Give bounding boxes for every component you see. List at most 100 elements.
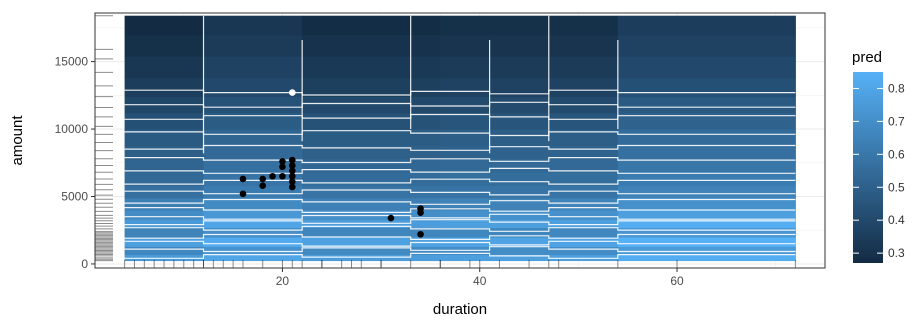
- surface-tile: [203, 158, 303, 173]
- surface-tile: [440, 172, 619, 187]
- contour-line: [124, 213, 796, 220]
- y-tick-label: 10000: [55, 122, 89, 136]
- contour-line: [124, 207, 796, 213]
- contour-line: [124, 157, 796, 164]
- surface-tile: [302, 227, 441, 238]
- data-point: [239, 175, 247, 183]
- surface-tile: [440, 56, 619, 79]
- surface-tile: [203, 227, 303, 238]
- surface-tile: [124, 158, 205, 173]
- surface-tile: [203, 209, 303, 220]
- contour-line: [124, 219, 796, 226]
- surface-tile: [203, 197, 303, 211]
- surface-tile: [617, 158, 796, 173]
- surface-tile: [124, 197, 205, 211]
- legend-ticks: 0.8 0.7 0.6 0.5 0.4 0.3: [853, 81, 905, 260]
- surface-tile: [440, 158, 619, 173]
- data-point: [417, 209, 424, 216]
- legend-label: 0.5: [888, 180, 905, 194]
- surface-tile: [617, 246, 796, 256]
- surface-tile: [124, 77, 205, 98]
- contour-line: [124, 113, 796, 120]
- surface-tile: [617, 129, 796, 146]
- surface-tile: [302, 34, 441, 57]
- contour-line: [124, 178, 796, 185]
- surface-tile: [203, 145, 303, 160]
- surface-tile: [440, 254, 619, 262]
- surface-tile: [203, 236, 303, 247]
- surface-tile: [617, 34, 796, 57]
- legend-label: 0.6: [888, 147, 905, 161]
- x-axis-title: duration: [433, 301, 487, 318]
- prediction-surface: [124, 15, 796, 262]
- surface-tile: [203, 15, 303, 36]
- surface-tile: [124, 185, 205, 199]
- contour-line: [124, 240, 796, 247]
- surface-tile: [440, 96, 619, 114]
- surface-tile: [440, 77, 619, 98]
- surface-tile: [440, 209, 619, 220]
- surface-tile: [203, 129, 303, 146]
- y-tick-label: 0: [81, 257, 88, 271]
- surface-tile: [302, 254, 441, 262]
- data-points: [239, 89, 424, 238]
- surface-tile: [203, 172, 303, 187]
- surface-tile: [124, 15, 205, 36]
- y-tick-label: 15000: [55, 55, 89, 69]
- data-point: [417, 230, 424, 238]
- surface-tile: [203, 96, 303, 114]
- surface-tile: [617, 209, 796, 220]
- surface-tile: [203, 185, 303, 199]
- surface-tile: [124, 219, 205, 229]
- x-tick-label: 20: [276, 274, 290, 288]
- data-point: [288, 156, 296, 164]
- data-point: [288, 172, 296, 180]
- surface-tile: [440, 246, 619, 256]
- surface-tile: [617, 254, 796, 262]
- data-point: [288, 89, 296, 96]
- contour-line: [124, 225, 796, 232]
- surface-tile: [440, 34, 619, 57]
- y-tick-label: 5000: [61, 189, 88, 203]
- rug-marks: [95, 15, 796, 268]
- contour-line: [124, 246, 796, 253]
- surface-tile: [617, 219, 796, 229]
- data-point: [239, 190, 247, 198]
- legend-label: 0.4: [888, 213, 905, 227]
- data-point: [279, 172, 286, 180]
- data-point: [288, 178, 296, 185]
- legend-label: 0.8: [888, 81, 905, 95]
- data-point: [259, 182, 267, 189]
- data-point: [387, 214, 395, 222]
- surface-tile: [302, 112, 441, 130]
- surface-tile: [124, 56, 205, 79]
- contour-line: [124, 252, 796, 259]
- legend: pred 0.8 0.7 0.6 0.5 0.4 0.3: [852, 49, 905, 263]
- surface-tile: [617, 185, 796, 199]
- contour-lines: [124, 15, 796, 259]
- surface-tile: [617, 172, 796, 187]
- contour-line: [124, 130, 796, 137]
- data-point: [288, 162, 296, 169]
- surface-tile: [203, 34, 303, 57]
- surface-tile: [203, 112, 303, 130]
- data-point: [269, 172, 276, 180]
- surface-tile: [617, 197, 796, 211]
- surface-tile: [440, 227, 619, 238]
- y-axis-title: amount: [9, 115, 26, 166]
- surface-tile: [124, 236, 205, 247]
- surface-tile: [124, 172, 205, 187]
- surface-tile: [302, 246, 441, 256]
- surface-tile: [124, 34, 205, 57]
- legend-label: 0.3: [888, 246, 905, 260]
- surface-tile: [617, 112, 796, 130]
- surface-tile: [302, 158, 441, 173]
- surface-tile: [124, 227, 205, 238]
- surface-tile: [302, 145, 441, 160]
- surface-tile: [203, 219, 303, 229]
- surface-tile: [124, 246, 205, 256]
- surface-tile: [617, 96, 796, 114]
- data-point: [288, 167, 296, 175]
- surface-tile: [617, 227, 796, 238]
